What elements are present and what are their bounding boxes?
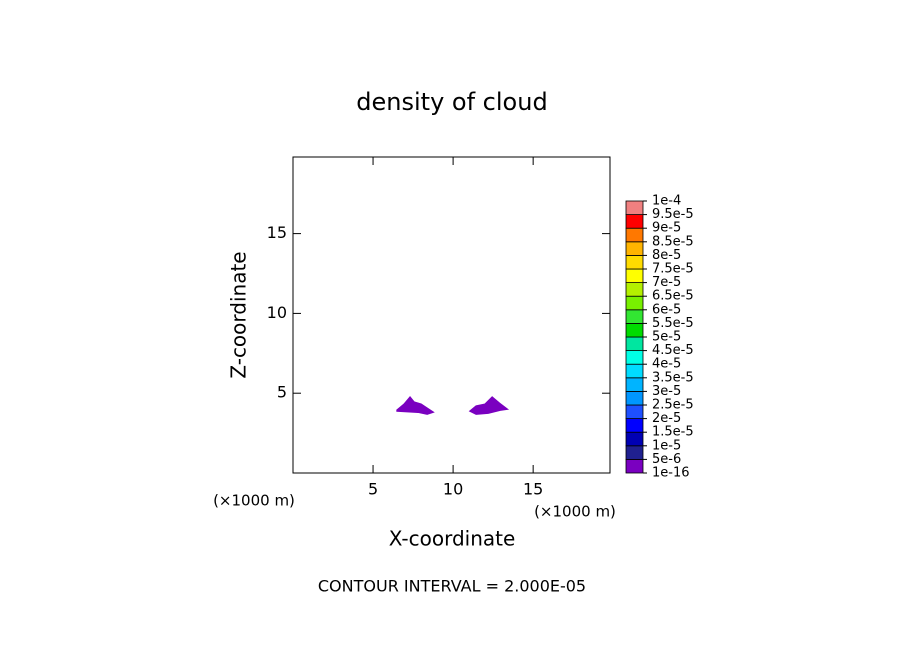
colorbar-bin bbox=[625, 295, 644, 311]
colorbar-bin bbox=[625, 445, 644, 460]
contour-region bbox=[396, 396, 435, 415]
colorbar-bin bbox=[625, 322, 644, 338]
plot-frame bbox=[292, 156, 611, 474]
y-tick-label: 15 bbox=[267, 223, 287, 242]
colorbar-label: 6.5e-5 bbox=[652, 289, 694, 304]
colorbar-label: 4e-5 bbox=[652, 357, 681, 372]
colorbar-bin bbox=[625, 431, 644, 447]
colorbar-label: 5.5e-5 bbox=[652, 316, 694, 331]
colorbar-bin bbox=[625, 214, 644, 229]
colorbar-bin bbox=[625, 363, 644, 379]
y-tick-label: 10 bbox=[267, 303, 287, 322]
colorbar-label: 1e-4 bbox=[652, 194, 681, 209]
colorbar-label: 8e-5 bbox=[652, 248, 681, 263]
colorbar-bin bbox=[625, 227, 644, 243]
colorbar-label: 4.5e-5 bbox=[652, 343, 694, 358]
colorbar-label: 2.5e-5 bbox=[652, 398, 694, 413]
contour-region bbox=[468, 396, 510, 415]
annotation: CONTOUR INTERVAL = 2.000E-05 bbox=[318, 577, 586, 596]
x-unit: (×1000 m) bbox=[534, 503, 616, 521]
y-tick-label: 5 bbox=[277, 383, 287, 402]
colorbar-label: 9.5e-5 bbox=[652, 207, 694, 222]
colorbar-label: 1e-16 bbox=[652, 466, 690, 481]
colorbar-bin bbox=[625, 377, 644, 392]
colorbar-label: 2e-5 bbox=[652, 411, 681, 426]
colorbar-bin bbox=[625, 282, 644, 297]
colorbar-label: 3e-5 bbox=[652, 384, 681, 399]
colorbar-bin bbox=[625, 254, 644, 270]
colorbar-bin bbox=[625, 336, 644, 352]
colorbar-bin bbox=[625, 458, 644, 474]
colorbar-label: 7e-5 bbox=[652, 275, 681, 290]
colorbar-bin bbox=[625, 350, 644, 365]
colorbar-bin bbox=[625, 241, 644, 256]
colorbar-label: 1e-5 bbox=[652, 438, 681, 453]
colorbar-label: 6e-5 bbox=[652, 302, 681, 317]
y-axis-label: Z-coordinate bbox=[227, 251, 251, 378]
colorbar-bin bbox=[625, 418, 644, 433]
colorbar-bin bbox=[625, 404, 644, 420]
x-tick-label: 10 bbox=[443, 480, 463, 499]
colorbar-label: 7.5e-5 bbox=[652, 262, 694, 277]
colorbar-bin bbox=[625, 200, 644, 216]
x-axis-label: X-coordinate bbox=[389, 527, 516, 551]
colorbar-label: 3.5e-5 bbox=[652, 370, 694, 385]
x-tick-label: 5 bbox=[368, 480, 378, 499]
colorbar-label: 8.5e-5 bbox=[652, 234, 694, 249]
chart-title: density of cloud bbox=[356, 88, 547, 116]
colorbar-label: 9e-5 bbox=[652, 221, 681, 236]
colorbar-label: 5e-5 bbox=[652, 330, 681, 345]
x-tick-label: 15 bbox=[523, 480, 543, 499]
colorbar-bin bbox=[625, 268, 644, 284]
colorbar-bin bbox=[625, 390, 644, 406]
y-unit: (×1000 m) bbox=[213, 492, 295, 510]
colorbar-label: 5e-6 bbox=[652, 452, 681, 467]
colorbar-bin bbox=[625, 309, 644, 324]
colorbar-label: 1.5e-5 bbox=[652, 425, 694, 440]
